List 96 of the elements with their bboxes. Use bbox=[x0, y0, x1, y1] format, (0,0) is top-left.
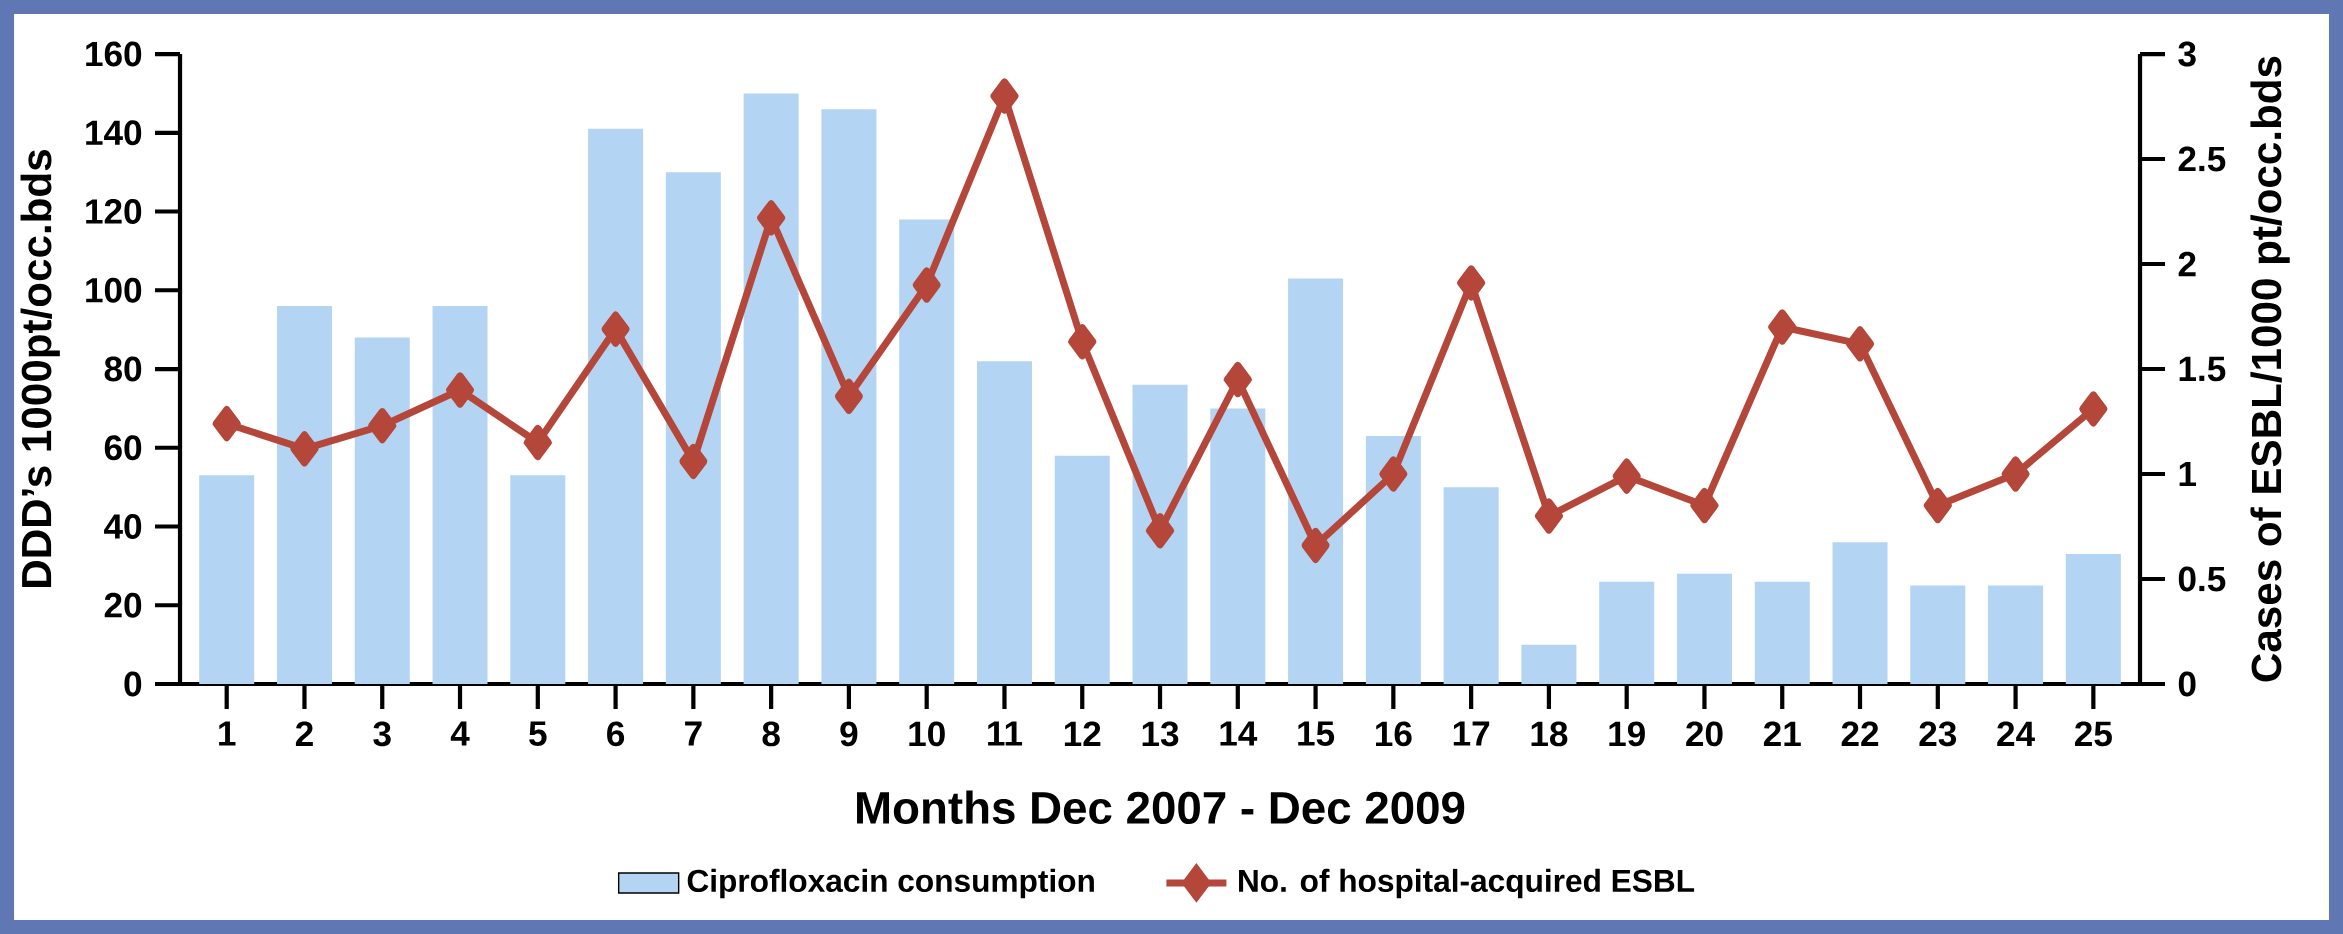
x-tick-label: 22 bbox=[1841, 721, 1879, 746]
bar bbox=[1832, 542, 1888, 684]
y2-tick-label: 1.5 bbox=[2179, 356, 2226, 382]
bar bbox=[432, 306, 488, 684]
point bbox=[1534, 498, 1563, 534]
x-tick-label: 4 bbox=[450, 721, 470, 746]
bar bbox=[1521, 644, 1577, 684]
y2-tick-label: 3 bbox=[2178, 41, 2196, 67]
bar bbox=[1754, 581, 1810, 684]
point bbox=[834, 378, 863, 414]
point bbox=[1145, 513, 1175, 549]
y2-axis-title: Cases of ESBL/1000 pt/occ.bds bbox=[2250, 56, 2290, 682]
y-tick-label: 20 bbox=[104, 592, 142, 618]
legend-label: No. of hospital-acquired ESBL bbox=[1239, 868, 1695, 899]
y-tick-label: 80 bbox=[104, 356, 142, 382]
x-tick-label: 11 bbox=[988, 721, 1023, 746]
point bbox=[1923, 487, 1952, 524]
x-tick-label: 7 bbox=[685, 721, 702, 746]
point bbox=[368, 408, 397, 444]
bar bbox=[1910, 585, 1966, 684]
x-tick-label: 1 bbox=[219, 721, 236, 746]
y2-tick-label: 0.5 bbox=[2178, 566, 2226, 592]
y-tick-label: 140 bbox=[86, 120, 142, 146]
bar bbox=[743, 93, 799, 684]
x-tick-label: 13 bbox=[1142, 721, 1179, 747]
x-tick-label: 17 bbox=[1453, 721, 1490, 746]
point bbox=[523, 424, 552, 461]
x-tick-label: 23 bbox=[1919, 721, 1957, 747]
x-axis-title: Months Dec 2007 - Dec 2009 bbox=[857, 790, 1465, 825]
legend-label: Ciprofloxacin consumption bbox=[687, 868, 1094, 899]
bar bbox=[1988, 585, 2044, 684]
x-tick-label: 10 bbox=[909, 721, 945, 747]
bar bbox=[1676, 573, 1732, 684]
bar bbox=[354, 337, 410, 684]
x-tick-label: 21 bbox=[1763, 721, 1801, 746]
point bbox=[445, 372, 475, 408]
point bbox=[1845, 326, 1875, 362]
bar bbox=[821, 109, 877, 684]
y2-tick-label: 1 bbox=[2179, 461, 2197, 487]
point bbox=[912, 267, 941, 303]
x-tick-label: 18 bbox=[1531, 721, 1568, 747]
y-tick-label: 100 bbox=[86, 277, 142, 303]
point bbox=[1068, 324, 1097, 360]
point bbox=[2001, 456, 2030, 492]
point bbox=[1379, 456, 1408, 492]
x-tick-label: 2 bbox=[295, 721, 313, 746]
bar bbox=[1210, 408, 1266, 684]
x-tick-label: 5 bbox=[529, 721, 547, 746]
bar bbox=[899, 219, 955, 684]
bar bbox=[2065, 554, 2121, 684]
point bbox=[2079, 391, 2108, 427]
point bbox=[757, 200, 786, 236]
x-tick-label: 12 bbox=[1064, 721, 1101, 746]
y-tick-label: 120 bbox=[86, 199, 142, 224]
bar bbox=[1443, 487, 1499, 684]
point bbox=[212, 406, 241, 442]
point bbox=[679, 443, 708, 479]
bar bbox=[1599, 581, 1655, 684]
x-tick-label: 6 bbox=[607, 721, 625, 747]
bar bbox=[510, 475, 566, 684]
bar bbox=[1365, 435, 1421, 684]
x-tick-label: 16 bbox=[1376, 721, 1412, 747]
point bbox=[990, 78, 1019, 114]
bar bbox=[1288, 278, 1344, 684]
point bbox=[1457, 265, 1486, 301]
bar bbox=[588, 128, 644, 684]
y2-tick-label: 2 bbox=[2178, 251, 2196, 277]
x-tick-label: 25 bbox=[2075, 721, 2112, 747]
x-tick-label: 9 bbox=[840, 721, 858, 747]
point bbox=[1223, 361, 1252, 398]
point bbox=[601, 311, 630, 347]
point bbox=[290, 431, 319, 467]
bar bbox=[1054, 455, 1110, 684]
x-tick-label: 15 bbox=[1298, 721, 1335, 746]
bar bbox=[199, 475, 255, 684]
y-tick-label: 160 bbox=[86, 41, 142, 67]
y-tick-label: 0 bbox=[124, 671, 142, 697]
bar bbox=[276, 306, 332, 684]
bar bbox=[976, 361, 1032, 684]
x-tick-label: 8 bbox=[762, 721, 780, 747]
y-tick-label: 40 bbox=[104, 514, 142, 539]
x-tick-label: 3 bbox=[373, 721, 391, 747]
point bbox=[1612, 458, 1641, 494]
y2-tick-label: 2.5 bbox=[2178, 146, 2226, 172]
point bbox=[1690, 487, 1719, 524]
point bbox=[1301, 527, 1330, 563]
x-tick-label: 20 bbox=[1686, 721, 1723, 747]
y-tick-label: 60 bbox=[104, 435, 142, 461]
point bbox=[1768, 309, 1797, 345]
x-tick-label: 24 bbox=[1997, 721, 2035, 746]
bar bbox=[665, 172, 721, 684]
x-tick-label: 14 bbox=[1220, 721, 1258, 746]
y-axis-title: DDD’s 1000pt/occ.bds bbox=[20, 150, 60, 587]
bar bbox=[1132, 384, 1188, 684]
y2-tick-label: 0 bbox=[2178, 671, 2196, 697]
x-tick-label: 19 bbox=[1609, 721, 1645, 747]
